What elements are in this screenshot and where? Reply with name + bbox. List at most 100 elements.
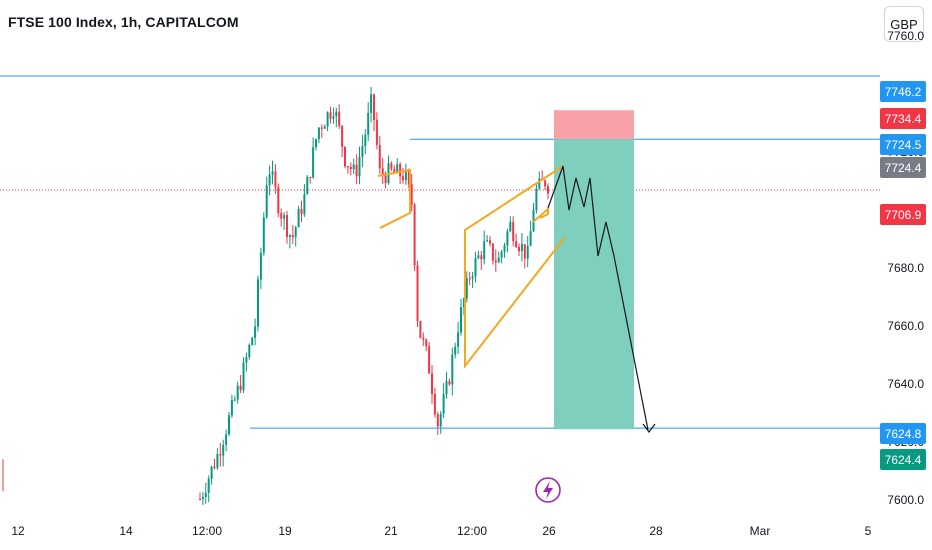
candle-body (259, 252, 262, 280)
candle-body (512, 221, 515, 242)
candle-body (204, 492, 207, 497)
candle-body (306, 176, 309, 195)
candle-body (286, 215, 288, 237)
candle-body (402, 176, 404, 181)
candle-body (390, 163, 393, 169)
price-tag-label: 7724.5 (885, 138, 922, 152)
candle-body (518, 246, 520, 252)
candle-body (265, 185, 268, 218)
price-tag-label: 7746.2 (885, 85, 922, 99)
price-tag-bg (880, 134, 926, 155)
price-tag-label: 7734.4 (885, 112, 922, 126)
rising-wedge-pattern (464, 165, 566, 369)
candle-body (370, 94, 373, 113)
x-axis: 12 14 12:00 19 21 12:00 26 28 Mar 5 (11, 524, 871, 538)
candle-body (509, 221, 512, 232)
y-tick-label: 7760.0 (887, 29, 924, 43)
candle-body (199, 498, 201, 500)
candle-body (396, 164, 399, 173)
chart-title: FTSE 100 Index, 1h, CAPITALCOM (8, 14, 239, 30)
bear-flag-pattern (377, 168, 411, 229)
candle-body (448, 381, 451, 385)
candle-body (506, 231, 509, 246)
candle-body (201, 496, 204, 500)
candle-body (477, 255, 480, 259)
candle-body (439, 413, 442, 427)
price-tag: 7746.2 (880, 81, 926, 102)
candle-body (367, 112, 370, 135)
candle-body (352, 164, 355, 170)
price-tag-label: 7706.9 (885, 208, 922, 222)
candle-body (233, 399, 236, 401)
candle-body (364, 134, 367, 147)
candle-body (248, 344, 251, 358)
candle-body (416, 265, 419, 321)
candle-body (445, 381, 448, 395)
projection-arrowhead (642, 423, 656, 433)
price-tag-bg (880, 204, 926, 225)
candle-body (254, 326, 257, 338)
candle-body (500, 251, 503, 258)
candle-body (529, 231, 532, 246)
candle-body (436, 414, 439, 427)
candle-body (317, 127, 320, 140)
candle-body (268, 174, 271, 186)
candle-body (346, 166, 349, 168)
candle-body (520, 244, 523, 252)
candle-body (349, 166, 352, 170)
candle-body (404, 170, 407, 181)
price-tag-bg (880, 81, 926, 102)
x-tick-label: 12 (11, 524, 25, 538)
candle-body (320, 127, 323, 129)
candle-body (312, 147, 315, 178)
candle-body (523, 244, 526, 259)
candle-body (384, 175, 387, 183)
candle-body (225, 434, 228, 445)
candle-body (323, 126, 326, 129)
candle-body (471, 276, 474, 279)
candle-body (207, 478, 210, 493)
candle-body (271, 171, 274, 175)
candle-body (483, 241, 486, 260)
y-tick-label: 7600.0 (887, 493, 924, 507)
candle-body (378, 144, 381, 169)
candle-body (393, 168, 396, 173)
price-tag-label: 7624.8 (885, 427, 922, 441)
candle-body (280, 213, 283, 219)
candle-body (355, 164, 358, 177)
candle-body (213, 466, 216, 468)
candle-body (544, 180, 547, 187)
price-tag: 7734.4 (880, 108, 926, 129)
stop-loss-zone (554, 110, 634, 140)
candle-body (300, 208, 303, 215)
candle-body (315, 139, 317, 148)
candle-body (399, 164, 402, 177)
x-tick-label: 14 (119, 524, 133, 538)
candle-body (428, 346, 431, 374)
candle-body (419, 320, 422, 338)
y-tick-label: 7660.0 (887, 319, 924, 333)
candle-body (451, 354, 454, 385)
projection-path (547, 165, 649, 431)
candle-body (309, 176, 312, 178)
candle-body (547, 186, 549, 194)
candle-body (468, 278, 471, 280)
candle-body (373, 94, 375, 120)
candle-body (338, 111, 341, 126)
candle-body (474, 258, 477, 277)
price-tag-label: 7624.4 (885, 453, 922, 467)
candle-body (442, 394, 445, 414)
candle-body (341, 125, 344, 147)
candle-body (239, 385, 242, 391)
candle-body (410, 184, 413, 205)
candle-body (465, 278, 468, 299)
candle-body (210, 466, 213, 479)
candle-body (425, 339, 428, 347)
small-wedge-pattern (532, 206, 549, 223)
price-tag-bg (880, 449, 926, 470)
candle-body (288, 235, 291, 237)
currency-button[interactable]: GBP (884, 6, 924, 42)
price-tag-bg (880, 157, 926, 178)
candle-body (257, 279, 259, 327)
